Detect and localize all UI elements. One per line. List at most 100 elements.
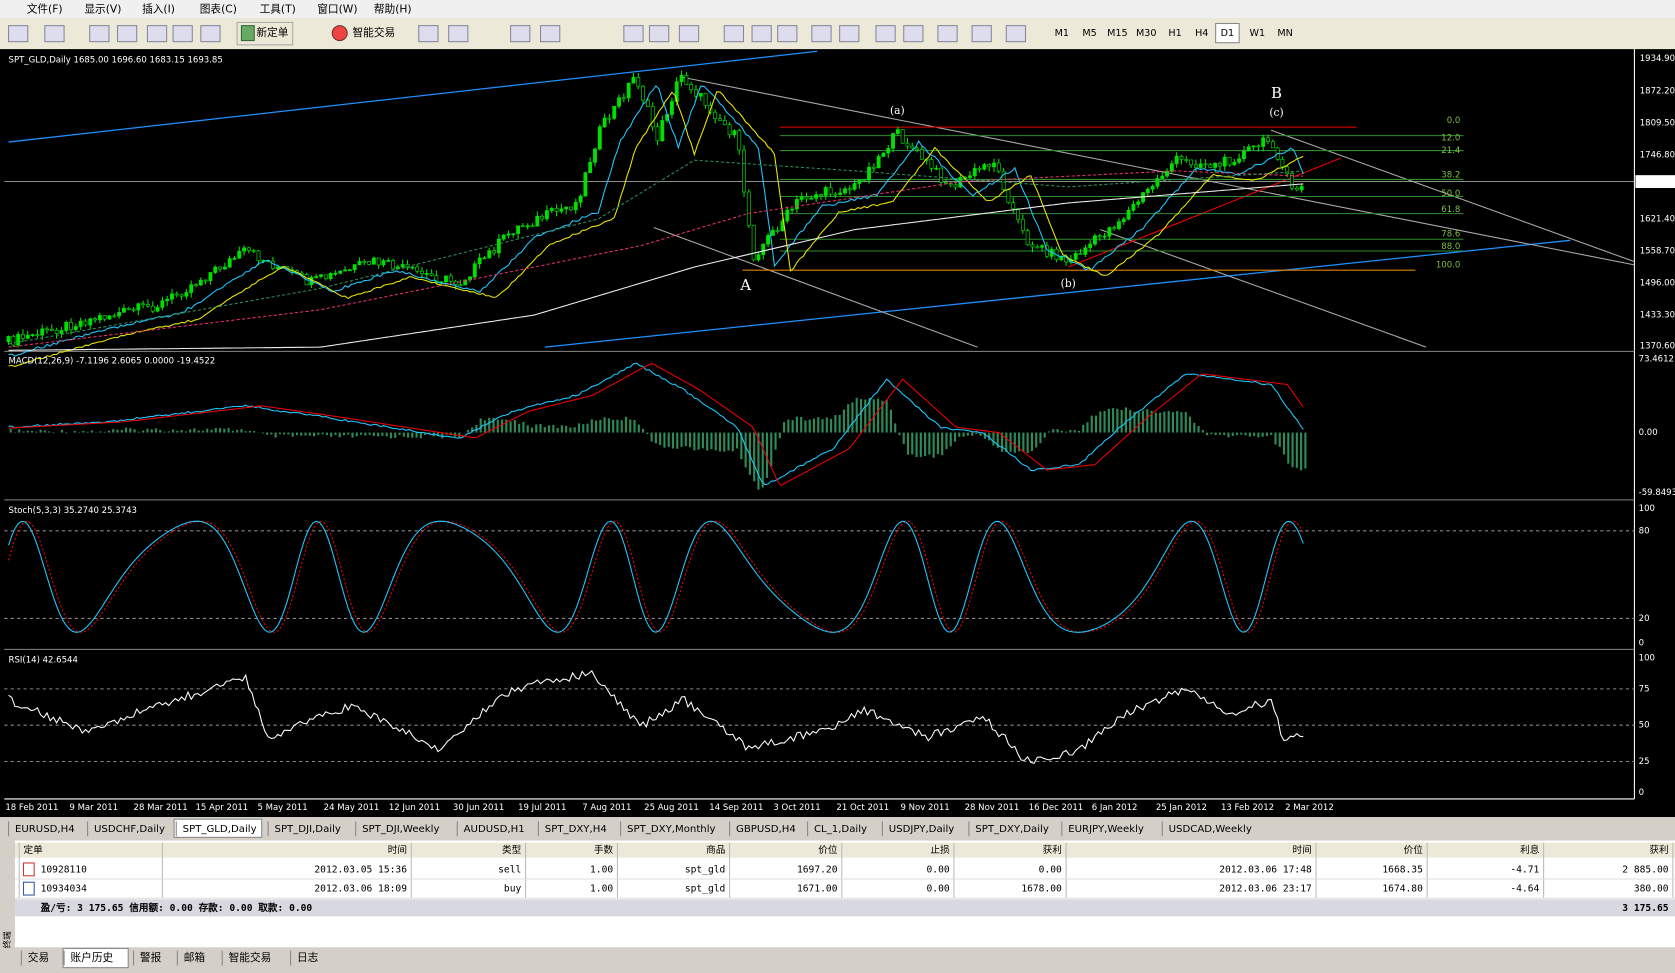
tool-icon[interactable] [448,25,469,43]
table-cell[interactable]: 10934034 [41,884,88,895]
table-cell[interactable]: 2012.03.05 15:36 [314,864,407,875]
chart-tab[interactable]: SPT_DXY,H4 [545,824,607,835]
terminal-tab[interactable]: 邮箱 [184,951,206,964]
button[interactable] [236,21,294,46]
timeframe-button[interactable]: H4 [1195,28,1208,39]
candle-body [655,126,660,142]
timeframe-button[interactable]: H1 [1168,28,1181,39]
tool-icon[interactable] [510,25,531,43]
tool-icon[interactable] [8,25,29,43]
chart-tab[interactable]: SPT_DJI,Weekly [362,824,439,835]
tool-icon[interactable] [777,25,798,43]
tool-icon[interactable] [44,25,65,43]
table-cell[interactable]: 2012.03.06 23:17 [1219,884,1312,895]
table-cell[interactable]: 380.00 [1634,884,1669,895]
tool-icon[interactable] [172,25,193,43]
tool-icon[interactable] [623,25,644,43]
expert-button[interactable]: 智能交易 [353,26,396,39]
menu-item[interactable]: 帮助(H) [374,3,412,16]
column-header: 时间 [1293,844,1312,856]
tool-icon[interactable] [875,25,896,43]
timeframe-button[interactable]: D1 [1221,28,1235,39]
timeframe-button[interactable]: W1 [1250,28,1266,39]
tool-icon[interactable] [678,25,700,43]
table-cell[interactable]: 0.00 [927,864,950,875]
tool-icon[interactable] [539,25,561,43]
candle-body [501,234,506,240]
tool-icon[interactable] [418,25,439,43]
table-cell[interactable]: 2 885.00 [1622,864,1669,875]
table-cell[interactable]: -4.71 [1510,864,1539,875]
fib-label: 78.6 [1441,229,1460,239]
table-cell[interactable]: 1.00 [590,884,613,895]
candle-body [160,300,165,308]
candle-body [222,266,227,270]
chart-tab[interactable]: SPT_DJI,Daily [275,824,341,835]
tool-icon[interactable] [811,25,832,43]
tool-icon[interactable] [903,25,924,43]
table-cell[interactable]: buy [504,884,522,895]
timeframe-button[interactable]: M1 [1055,28,1069,39]
candle-body [88,318,93,326]
menu-item[interactable]: 工具(T) [260,3,296,16]
table-cell[interactable]: spt_gld [685,884,726,895]
menu-item[interactable]: 插入(I) [142,3,175,16]
tool-icon[interactable] [200,25,221,43]
indicator-axis-label: 100 [1639,504,1655,514]
terminal-tab[interactable]: 交易 [28,951,49,964]
tool-icon[interactable] [971,25,992,43]
chart-tab[interactable]: EURJPY,Weekly [1068,824,1144,835]
chart-tab[interactable]: SPT_DXY,Monthly [627,824,715,835]
timeframe-button[interactable]: M15 [1107,28,1128,39]
table-cell[interactable]: 1671.00 [797,884,838,895]
table-cell[interactable]: 2012.03.06 17:48 [1219,864,1312,875]
table-cell[interactable]: 1697.20 [797,864,838,875]
tool-icon[interactable] [89,25,110,43]
tool-icon[interactable] [116,25,138,43]
terminal-tab[interactable]: 警报 [140,951,162,964]
timeframe-button[interactable]: M30 [1136,28,1157,39]
menu-item[interactable]: 文件(F) [27,3,63,16]
terminal-tab[interactable]: 日志 [297,951,319,964]
candle-body [203,279,208,282]
menu-item[interactable]: 窗口(W) [317,3,357,16]
chart-tab[interactable]: USDCHF,Daily [94,824,165,835]
table-cell[interactable]: 2012.03.06 18:09 [314,884,407,895]
candle-body [1285,166,1290,175]
timeframe-button[interactable]: M5 [1082,28,1096,39]
candle-body [564,206,569,210]
tool-icon[interactable] [723,25,745,43]
table-cell[interactable]: 1678.00 [1021,884,1062,895]
tool-icon[interactable] [839,25,860,43]
chart-tab[interactable]: SPT_GLD,Daily [183,824,257,835]
new-order-button[interactable]: 新定单 [256,26,288,39]
timeframe-button[interactable]: MN [1277,28,1292,39]
tool-icon[interactable] [1005,25,1027,43]
table-cell[interactable]: 0.00 [1039,864,1062,875]
chart-tab[interactable]: USDCAD,Weekly [1169,824,1252,835]
tool-icon[interactable] [146,25,168,43]
table-cell[interactable]: -4.64 [1510,884,1539,895]
table-cell[interactable]: 1674.80 [1382,884,1423,895]
menu-item[interactable]: 图表(C) [200,3,237,16]
candle-body [645,99,650,107]
summary-total: 3 175.65 [1622,903,1669,914]
table-cell[interactable]: 1668.35 [1382,864,1423,875]
chart-tab[interactable]: AUDUSD,H1 [464,824,525,835]
terminal-tab[interactable]: 账户历史 [71,951,114,964]
tool-icon[interactable] [937,25,958,43]
terminal-tab[interactable]: 智能交易 [229,951,272,964]
chart-tab[interactable]: SPT_DXY,Daily [975,824,1049,835]
menu-item[interactable]: 显示(V) [84,3,121,16]
table-cell[interactable]: 10928110 [41,864,88,875]
chart-tab[interactable]: EURUSD,H4 [15,824,75,835]
table-cell[interactable]: spt_gld [685,864,726,875]
table-cell[interactable]: 0.00 [927,884,950,895]
chart-tab[interactable]: USDJPY,Daily [889,824,955,835]
chart-tab[interactable]: GBPUSD,H4 [736,824,796,835]
chart-tab[interactable]: CL_1,Daily [814,824,867,835]
tool-icon[interactable] [648,25,670,43]
table-cell[interactable]: 1.00 [590,864,613,875]
tool-icon[interactable] [751,25,772,43]
table-cell[interactable]: sell [498,864,521,875]
